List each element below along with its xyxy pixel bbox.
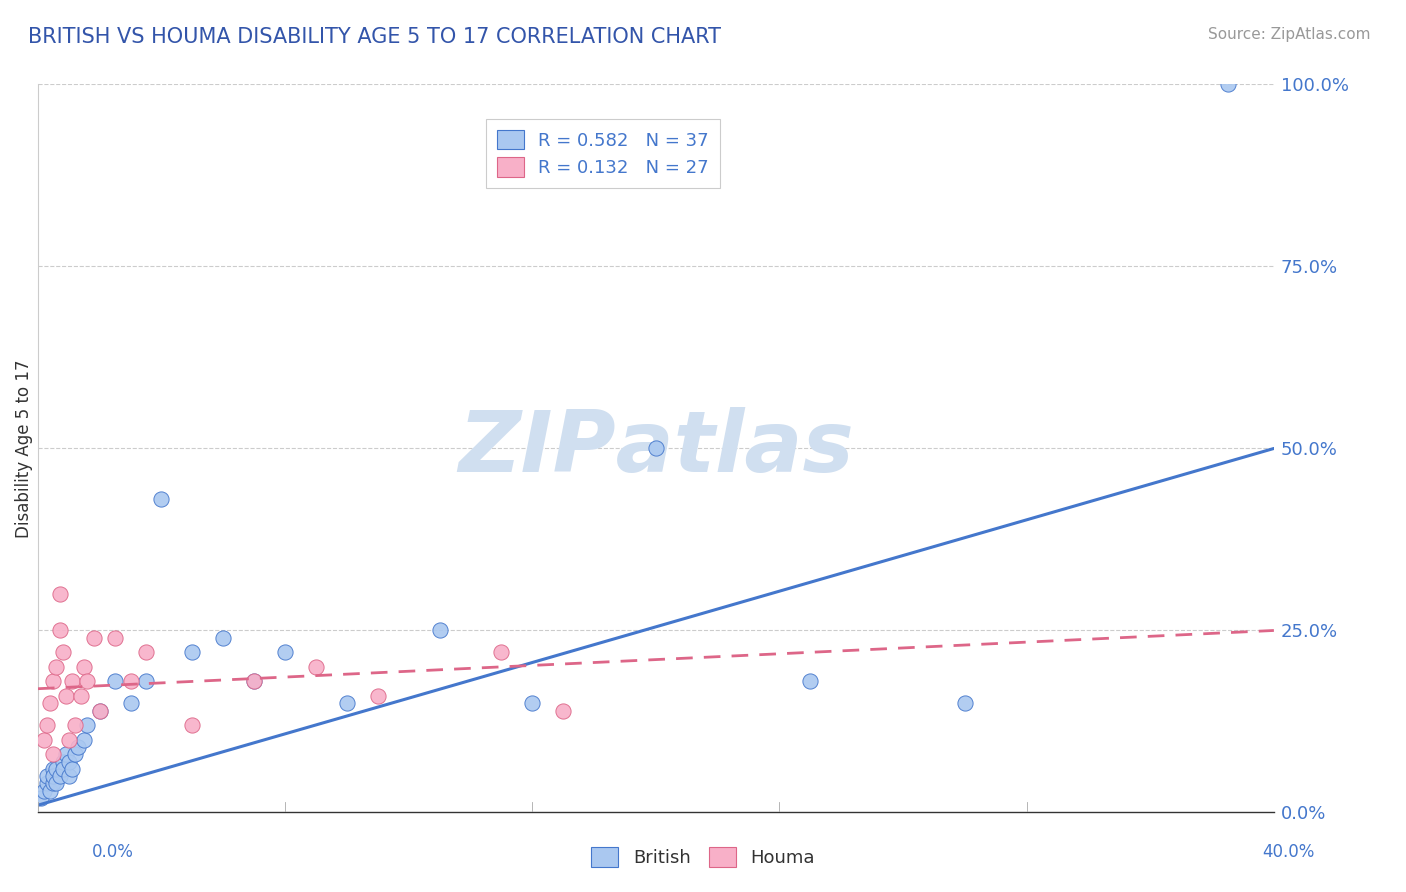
- Point: [45, 660, 67, 674]
- Text: ZIP​atlas: ZIP​atlas: [458, 407, 853, 490]
- Point: [73, 732, 96, 747]
- Legend: R = 0.582   N = 37, R = 0.132   N = 27: R = 0.582 N = 37, R = 0.132 N = 27: [485, 119, 720, 187]
- Point: [58, 769, 80, 783]
- Point: [120, 696, 142, 710]
- Point: [63, 747, 86, 762]
- Point: [76, 718, 98, 732]
- Point: [70, 689, 93, 703]
- Point: [76, 674, 98, 689]
- Point: [336, 696, 359, 710]
- Point: [60, 762, 83, 776]
- Point: [243, 674, 266, 689]
- Y-axis label: Disability Age 5 to 17: Disability Age 5 to 17: [15, 359, 32, 538]
- Text: BRITISH VS HOUMA DISABILITY AGE 5 TO 17 CORRELATION CHART: BRITISH VS HOUMA DISABILITY AGE 5 TO 17 …: [28, 27, 721, 46]
- Point: [55, 747, 77, 762]
- Point: [37, 718, 59, 732]
- Point: [104, 631, 127, 645]
- Point: [367, 689, 389, 703]
- Point: [644, 442, 666, 456]
- Point: [55, 689, 77, 703]
- Point: [150, 492, 173, 507]
- Legend: British, Houma: British, Houma: [583, 839, 823, 874]
- Point: [39, 783, 62, 797]
- Point: [32, 783, 55, 797]
- Point: [42, 769, 65, 783]
- Point: [58, 732, 80, 747]
- Point: [48, 624, 70, 638]
- Point: [52, 645, 75, 659]
- Point: [135, 674, 157, 689]
- Point: [42, 776, 65, 790]
- Point: [48, 587, 70, 601]
- Point: [1216, 78, 1239, 92]
- Point: [39, 696, 62, 710]
- Point: [120, 674, 142, 689]
- Point: [181, 718, 204, 732]
- Point: [73, 660, 96, 674]
- Point: [42, 674, 65, 689]
- Point: [243, 674, 266, 689]
- Point: [58, 755, 80, 769]
- Point: [429, 624, 451, 638]
- Point: [104, 674, 127, 689]
- Point: [63, 718, 86, 732]
- Point: [52, 755, 75, 769]
- Point: [48, 769, 70, 783]
- Text: Source: ZipAtlas.com: Source: ZipAtlas.com: [1208, 27, 1371, 42]
- Point: [491, 645, 513, 659]
- Point: [274, 645, 297, 659]
- Point: [553, 704, 575, 718]
- Point: [45, 776, 67, 790]
- Point: [52, 762, 75, 776]
- Point: [212, 631, 235, 645]
- Point: [45, 762, 67, 776]
- Point: [305, 660, 328, 674]
- Point: [83, 631, 105, 645]
- Point: [60, 674, 83, 689]
- Text: 0.0%: 0.0%: [91, 843, 134, 861]
- Point: [37, 776, 59, 790]
- Point: [953, 696, 976, 710]
- Point: [89, 704, 111, 718]
- Point: [135, 645, 157, 659]
- Point: [799, 674, 821, 689]
- Point: [67, 739, 90, 754]
- Point: [89, 704, 111, 718]
- Point: [37, 769, 59, 783]
- Point: [181, 645, 204, 659]
- Point: [32, 732, 55, 747]
- Point: [42, 747, 65, 762]
- Point: [522, 696, 544, 710]
- Text: 40.0%: 40.0%: [1263, 843, 1315, 861]
- Point: [30, 791, 52, 805]
- Point: [42, 762, 65, 776]
